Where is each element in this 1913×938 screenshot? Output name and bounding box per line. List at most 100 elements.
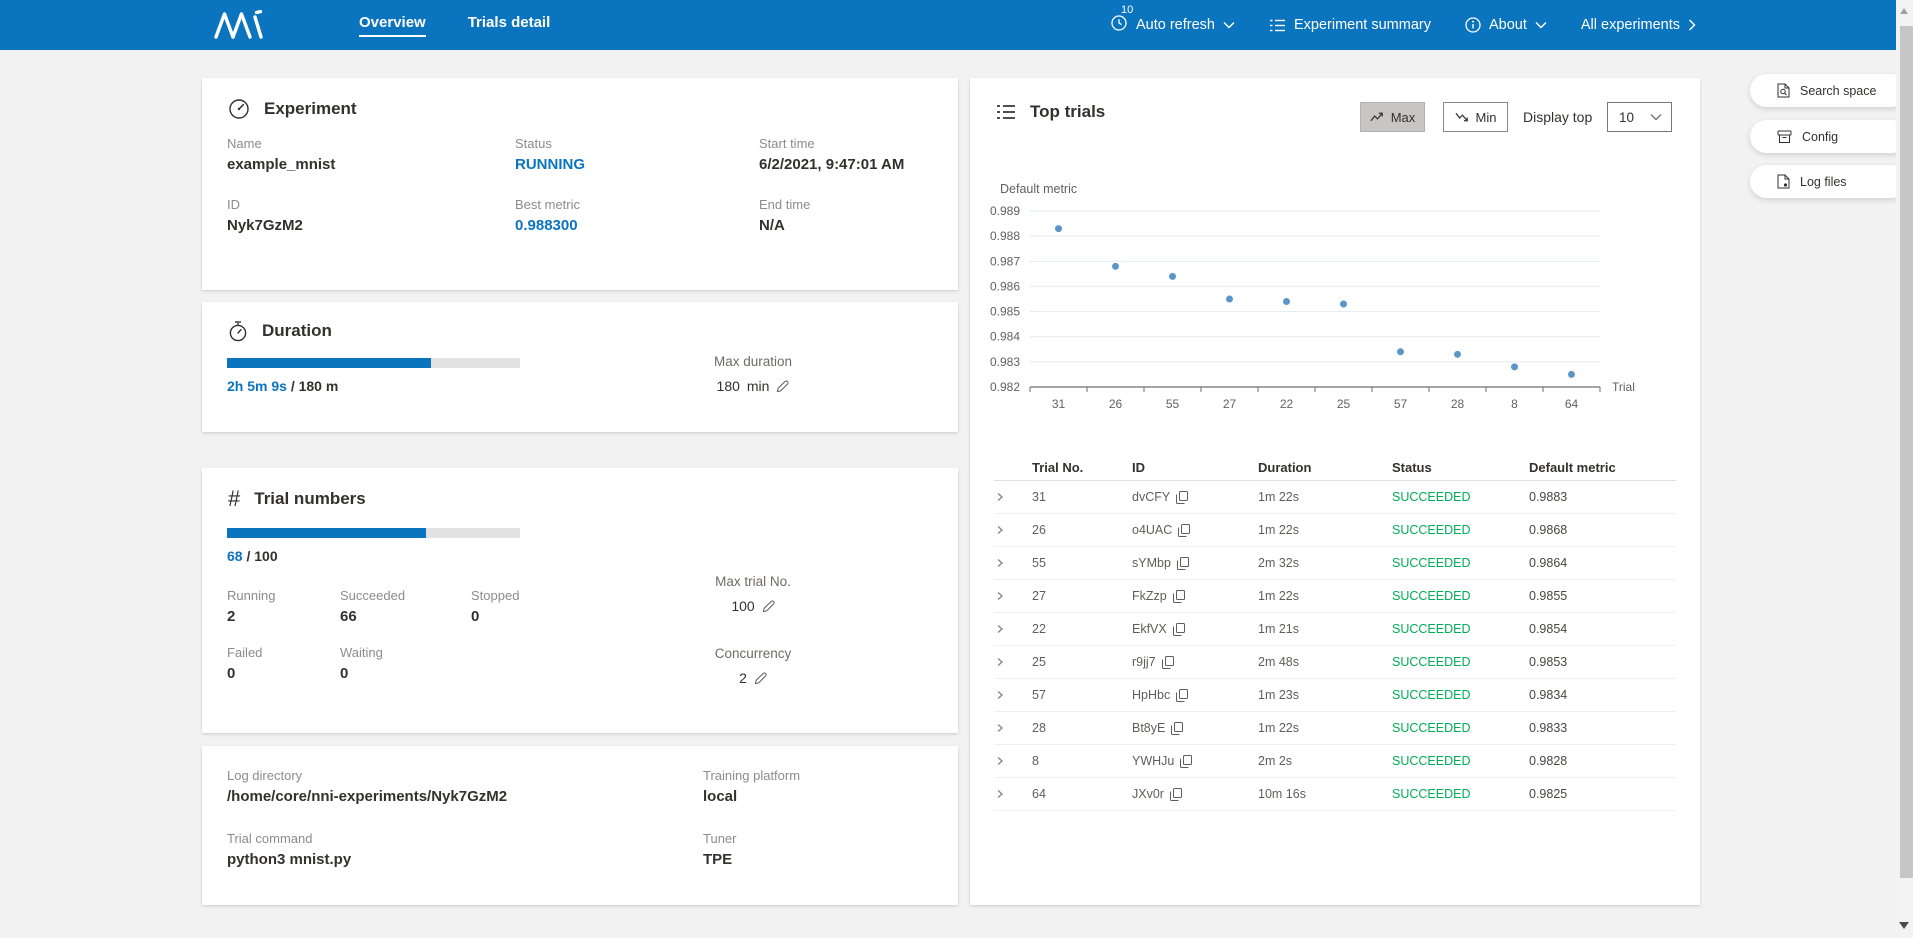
log-files-button[interactable]: Log files bbox=[1750, 165, 1908, 198]
cell-duration: 1m 22s bbox=[1258, 523, 1299, 537]
duration-progress-fill bbox=[227, 358, 431, 368]
table-row[interactable]: 31 dvCFY 1m 22s SUCCEEDED 0.9883 bbox=[994, 481, 1676, 514]
tab-trials-detail[interactable]: Trials detail bbox=[467, 13, 551, 31]
cell-trial-no: 28 bbox=[1032, 721, 1046, 735]
experiment-title-text: Experiment bbox=[264, 99, 357, 118]
table-row[interactable]: 26 o4UAC 1m 22s SUCCEEDED 0.9868 bbox=[994, 514, 1676, 547]
status-badge: RUNNING bbox=[515, 156, 585, 173]
copy-id-icon[interactable] bbox=[1171, 721, 1184, 735]
cell-duration: 2m 32s bbox=[1258, 556, 1299, 570]
cell-trial-id: YWHJu bbox=[1132, 754, 1175, 768]
table-row[interactable]: 27 FkZzp 1m 22s SUCCEEDED 0.9855 bbox=[994, 580, 1676, 613]
field-label: Training platform bbox=[703, 768, 801, 783]
experiment-summary-button[interactable]: Experiment summary bbox=[1269, 17, 1431, 33]
table-header-row: Trial No. ID Duration Status Default met… bbox=[994, 455, 1676, 481]
edit-pencil-icon[interactable] bbox=[762, 600, 775, 613]
table-row[interactable]: 28 Bt8yE 1m 22s SUCCEEDED 0.9833 bbox=[994, 712, 1676, 745]
table-row[interactable]: 8 YWHJu 2m 2s SUCCEEDED 0.9828 bbox=[994, 745, 1676, 778]
min-button-label: Min bbox=[1475, 109, 1497, 125]
table-row[interactable]: 25 r9jj7 2m 48s SUCCEEDED 0.9853 bbox=[994, 646, 1676, 679]
cell-trial-no: 27 bbox=[1032, 589, 1046, 603]
chevron-down-icon bbox=[1535, 22, 1547, 29]
expand-row-chevron-icon[interactable] bbox=[994, 557, 1006, 569]
svg-text:22: 22 bbox=[1280, 397, 1294, 411]
field-label: Log directory bbox=[227, 768, 303, 783]
expand-row-chevron-icon[interactable] bbox=[994, 722, 1006, 734]
copy-id-icon[interactable] bbox=[1169, 787, 1182, 801]
svg-text:55: 55 bbox=[1166, 397, 1180, 411]
duration-card: Duration 2h 5m 9s / 180 m Max duration 1… bbox=[202, 302, 958, 432]
experiment-card-title: Experiment bbox=[202, 78, 958, 120]
tab-overview[interactable]: Overview bbox=[359, 14, 426, 37]
field-value: /home/core/nni-experiments/Nyk7GzM2 bbox=[227, 788, 508, 805]
table-row[interactable]: 64 JXv0r 10m 16s SUCCEEDED 0.9825 bbox=[994, 778, 1676, 811]
auto-refresh-control[interactable]: 10 Auto refresh bbox=[1110, 4, 1235, 36]
all-experiments-link[interactable]: All experiments bbox=[1581, 17, 1696, 33]
svg-text:0.986: 0.986 bbox=[990, 279, 1020, 293]
duration-progress-text: 2h 5m 9s / 180 m bbox=[227, 378, 958, 394]
expand-row-chevron-icon[interactable] bbox=[994, 788, 1006, 800]
scrollbar-down-arrow[interactable] bbox=[1899, 922, 1909, 929]
concurrency-label: Concurrency bbox=[714, 646, 792, 661]
copy-id-icon[interactable] bbox=[1176, 490, 1189, 504]
expand-row-chevron-icon[interactable] bbox=[994, 656, 1006, 668]
copy-id-icon[interactable] bbox=[1161, 655, 1174, 669]
edit-pencil-icon[interactable] bbox=[776, 380, 789, 393]
expand-row-chevron-icon[interactable] bbox=[994, 491, 1006, 503]
stat-succeeded: Succeeded 66 bbox=[340, 588, 471, 625]
chevron-down-icon bbox=[1223, 22, 1235, 29]
cell-trial-no: 22 bbox=[1032, 622, 1046, 636]
display-top-dropdown[interactable]: 10 bbox=[1607, 102, 1672, 132]
stat-waiting: Waiting 0 bbox=[340, 645, 471, 682]
copy-id-icon[interactable] bbox=[1180, 754, 1193, 768]
svg-text:26: 26 bbox=[1109, 397, 1123, 411]
min-button[interactable]: Min bbox=[1443, 102, 1508, 132]
trial-numbers-card: # Trial numbers 68 / 100 Running 2 Succe… bbox=[202, 468, 958, 733]
cell-trial-id: r9jj7 bbox=[1132, 655, 1156, 669]
total-time: / 180 m bbox=[286, 378, 339, 394]
gauge-icon bbox=[229, 99, 249, 119]
expand-row-chevron-icon[interactable] bbox=[994, 524, 1006, 536]
cell-status: SUCCEEDED bbox=[1392, 655, 1471, 669]
list-icon bbox=[997, 105, 1015, 119]
copy-id-icon[interactable] bbox=[1176, 556, 1189, 570]
scrollbar-up-arrow[interactable] bbox=[1900, 8, 1908, 14]
copy-id-icon[interactable] bbox=[1172, 622, 1185, 636]
max-button[interactable]: Max bbox=[1360, 102, 1425, 132]
max-duration-unit: min bbox=[746, 378, 770, 394]
svg-text:0.982: 0.982 bbox=[990, 380, 1020, 394]
copy-id-icon[interactable] bbox=[1172, 589, 1185, 603]
about-label: About bbox=[1488, 17, 1527, 33]
vertical-scrollbar[interactable] bbox=[1896, 0, 1913, 938]
table-row[interactable]: 57 HpHbc 1m 23s SUCCEEDED 0.9834 bbox=[994, 679, 1676, 712]
search-space-button[interactable]: Search space bbox=[1750, 74, 1908, 107]
expand-row-chevron-icon[interactable] bbox=[994, 689, 1006, 701]
cell-trial-id: o4UAC bbox=[1132, 523, 1173, 537]
copy-id-icon[interactable] bbox=[1176, 688, 1189, 702]
scrollbar-thumb[interactable] bbox=[1900, 26, 1913, 878]
cell-trial-no: 8 bbox=[1032, 754, 1039, 768]
auto-refresh-interval-badge: 10 bbox=[1120, 4, 1134, 16]
expand-row-chevron-icon[interactable] bbox=[994, 590, 1006, 602]
svg-text:0.988: 0.988 bbox=[990, 229, 1020, 243]
display-top-value: 10 bbox=[1619, 109, 1635, 125]
config-button[interactable]: Config bbox=[1750, 120, 1908, 153]
about-menu[interactable]: About bbox=[1465, 17, 1547, 33]
field-value: example_mnist bbox=[227, 156, 336, 173]
archive-box-icon bbox=[1777, 130, 1792, 143]
stat-value: 0 bbox=[227, 665, 236, 682]
table-row[interactable]: 22 EkfVX 1m 21s SUCCEEDED 0.9854 bbox=[994, 613, 1676, 646]
field-label: End time bbox=[759, 197, 811, 212]
svg-text:0.984: 0.984 bbox=[990, 330, 1020, 344]
cell-trial-no: 25 bbox=[1032, 655, 1046, 669]
svg-text:25: 25 bbox=[1337, 397, 1351, 411]
top-trials-card: Top trials Max Min Display top 10 Defaul… bbox=[970, 78, 1700, 905]
edit-pencil-icon[interactable] bbox=[754, 672, 767, 685]
copy-id-icon[interactable] bbox=[1178, 523, 1191, 537]
cell-default-metric: 0.9854 bbox=[1529, 622, 1568, 636]
table-row[interactable]: 55 sYMbp 2m 32s SUCCEEDED 0.9864 bbox=[994, 547, 1676, 580]
expand-row-chevron-icon[interactable] bbox=[994, 755, 1006, 767]
experiment-fields: Name example_mnist Status RUNNING Start … bbox=[202, 136, 958, 234]
experiment-card: Experiment Name example_mnist Status RUN… bbox=[202, 78, 958, 290]
expand-row-chevron-icon[interactable] bbox=[994, 623, 1006, 635]
